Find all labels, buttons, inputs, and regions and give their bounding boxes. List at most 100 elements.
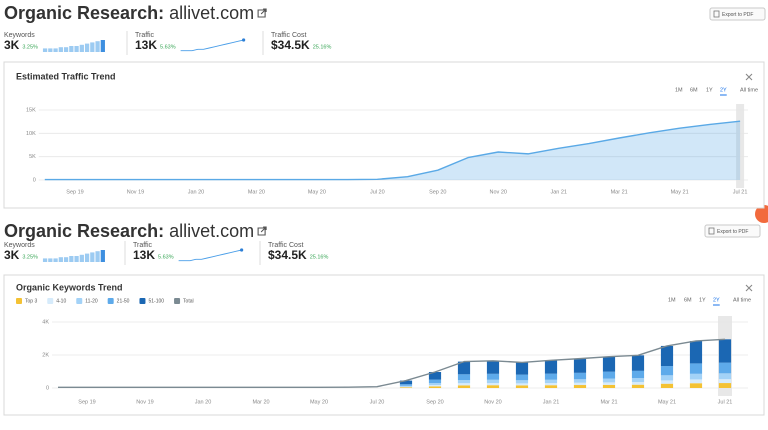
sparkline-bar (63, 47, 69, 52)
bar-segment (718, 383, 732, 388)
chart-card (3, 274, 765, 416)
legend-label[interactable]: Top 3 (25, 298, 37, 304)
bar-segment (428, 371, 442, 380)
x-tick-label: Mar 20 (252, 399, 269, 405)
sparkline-bar (53, 258, 58, 262)
range-button[interactable]: All time (740, 87, 758, 93)
sparkline-bar (74, 46, 79, 52)
export-button[interactable] (709, 7, 766, 21)
metric-value: $34.5K (271, 38, 310, 52)
chart-title: Estimated Traffic Trend (16, 71, 116, 81)
x-tick-label: Jul 20 (370, 399, 385, 405)
bar-segment (660, 375, 674, 381)
close-button[interactable] (745, 73, 753, 81)
x-tick-label: Nov 20 (490, 189, 507, 195)
sparkline-bar (95, 251, 100, 262)
area-fill (44, 121, 741, 180)
range-button[interactable]: 6M (690, 87, 698, 93)
metric-change: 3.25% (22, 44, 38, 50)
bar-segment (399, 384, 413, 386)
bar-segment (631, 370, 645, 379)
bar-segment (689, 340, 703, 364)
bar-segment (660, 366, 674, 376)
domain-name[interactable]: allivet.com (169, 221, 254, 241)
bar-segment (457, 374, 471, 381)
bar-segment (544, 379, 558, 384)
y-tick-label: 0 (33, 177, 36, 183)
x-tick-label: Nov 19 (136, 399, 153, 405)
export-icon (713, 10, 720, 18)
x-tick-label: Nov 20 (484, 399, 501, 405)
range-button[interactable]: 1M (675, 87, 683, 93)
range-button[interactable]: 6M (684, 297, 692, 303)
bar-segment (631, 384, 645, 388)
bar-segment (573, 358, 587, 373)
legend-label[interactable]: 51-100 (148, 298, 164, 304)
legend-checkbox[interactable] (76, 298, 83, 304)
bar-segment (544, 373, 558, 380)
legend-label[interactable]: Total (183, 298, 194, 304)
bar-segment (399, 385, 413, 387)
bar-segment (660, 345, 674, 367)
range-button[interactable]: 2Y (720, 87, 727, 93)
current-period-band (736, 104, 745, 188)
sparkline-bar (53, 48, 58, 52)
x-tick-label: May 21 (658, 399, 676, 405)
x-tick-label: Sep 20 (426, 399, 443, 405)
legend-checkbox[interactable] (16, 298, 22, 304)
bar-segment (718, 379, 732, 384)
sparkline-bar (90, 42, 95, 52)
range-button[interactable]: All time (733, 297, 751, 303)
external-link-icon[interactable] (257, 8, 267, 18)
legend-label[interactable]: 11-20 (85, 298, 98, 304)
x-tick-label: Jan 21 (543, 399, 560, 405)
y-tick-label: 4K (42, 319, 49, 325)
bar-segment (428, 386, 442, 388)
sparkline-bar (100, 250, 105, 262)
domain-name[interactable]: allivet.com (169, 3, 254, 23)
metric-change: 25.16% (313, 44, 332, 50)
export-button[interactable] (704, 224, 761, 238)
metric-value: 3K (4, 38, 20, 52)
y-tick-label: 10K (26, 131, 36, 137)
legend-checkbox[interactable] (174, 298, 181, 304)
help-bubble[interactable] (755, 205, 768, 223)
bar-segment (689, 383, 703, 388)
sparkline-bar (100, 40, 105, 52)
sparkline-line (178, 249, 242, 262)
sparkline-bar (48, 48, 53, 52)
legend-checkbox[interactable] (47, 298, 54, 304)
bar-segment (602, 371, 616, 379)
x-tick-label: May 21 (671, 189, 689, 195)
metric-label: Keywords (4, 242, 35, 249)
range-button[interactable]: 1Y (706, 87, 713, 93)
sparkline-bar (58, 47, 63, 52)
export-icon (708, 227, 715, 235)
sparkline-bar (69, 256, 74, 262)
external-link-icon[interactable] (257, 226, 267, 236)
page-title: Organic Research: (4, 3, 164, 23)
legend-checkbox[interactable] (139, 298, 146, 304)
metric-value: 13K (135, 38, 157, 52)
area-line (44, 120, 741, 181)
metric-label: Traffic (133, 242, 153, 249)
metric-change: 5.63% (160, 44, 176, 50)
y-tick-label: 2K (42, 352, 49, 358)
legend-label[interactable]: 21-50 (117, 298, 130, 304)
bar-segment (428, 379, 442, 384)
x-tick-label: Sep 19 (78, 399, 95, 405)
bar-segment (544, 383, 558, 386)
x-tick-label: May 20 (308, 189, 326, 195)
bar-segment (399, 380, 413, 385)
bar-segment (515, 383, 529, 386)
range-button[interactable]: 1Y (699, 297, 706, 303)
bar-segment (660, 383, 674, 388)
range-button[interactable]: 2Y (713, 297, 720, 303)
legend-checkbox[interactable] (107, 298, 114, 304)
bar-segment (631, 355, 645, 371)
close-button[interactable] (745, 284, 753, 292)
bar-segment (457, 361, 471, 375)
legend-label[interactable]: 4-10 (56, 298, 66, 304)
range-button[interactable]: 1M (668, 297, 676, 303)
x-tick-label: Sep 19 (66, 189, 83, 195)
